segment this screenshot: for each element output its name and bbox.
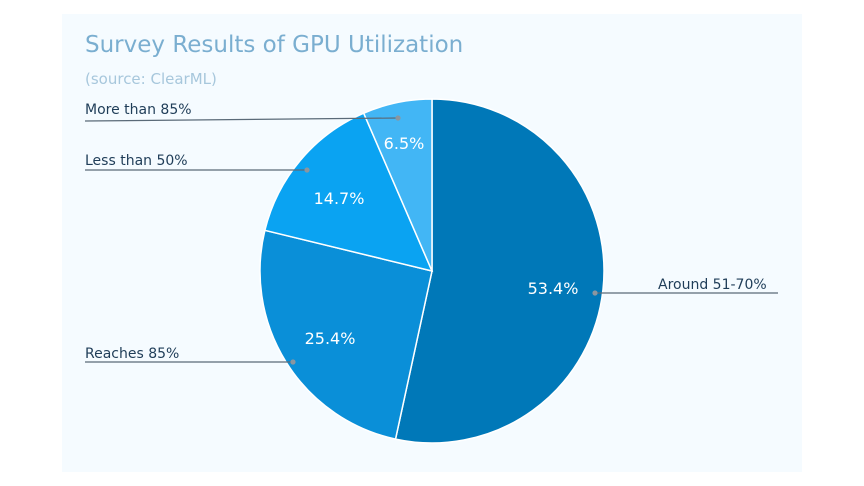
leader-line: [84, 117, 399, 122]
slice-value-label: 14.7%: [314, 189, 365, 208]
chart-title: Survey Results of GPU Utilization: [85, 32, 464, 58]
leader-dot: [290, 359, 296, 365]
labels-layer: 53.4% Around 51-70% 25.4% Reaches 85% 14.7% L…: [85, 102, 767, 362]
category-label-less-than-50: Less than 50%: [85, 153, 188, 169]
pie-slice-more-than-85: [362, 98, 433, 272]
category-label-around-51-70: Around 51-70%: [658, 277, 767, 293]
leaders-layer: [84, 115, 778, 365]
slice-value-label: 25.4%: [305, 329, 356, 348]
category-label-reaches-85: Reaches 85%: [85, 346, 179, 362]
leader-dot: [592, 290, 598, 296]
chart-subtitle: (source: ClearML): [85, 70, 217, 88]
leader-dot: [304, 167, 310, 173]
slices-layer: [259, 98, 605, 444]
slice-value-label: 53.4%: [528, 279, 579, 298]
pie-slice-around-51-70: [394, 98, 605, 444]
leader-dot: [395, 115, 401, 121]
slice-value-label: 6.5%: [384, 134, 425, 153]
category-label-more-than-85: More than 85%: [85, 102, 192, 118]
